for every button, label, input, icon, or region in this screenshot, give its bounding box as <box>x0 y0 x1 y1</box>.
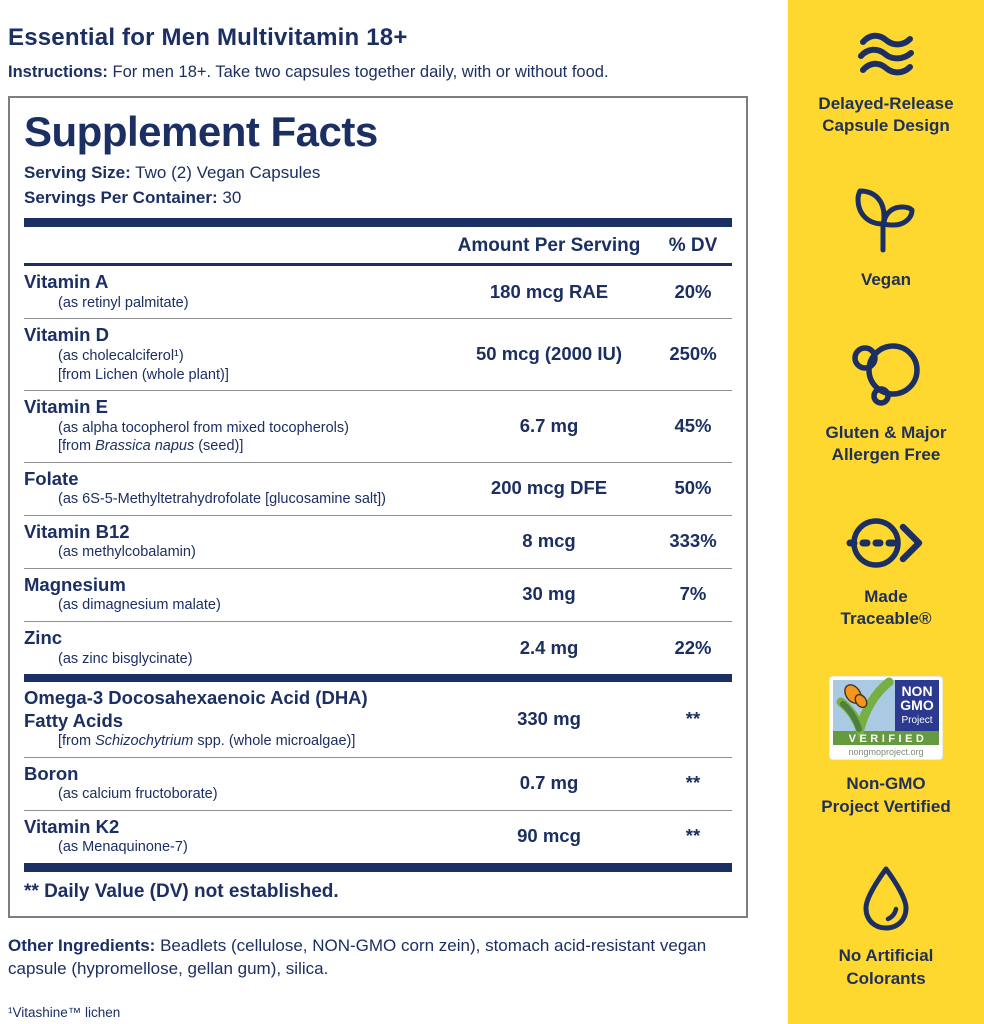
nutrient-source: (as 6S-5-Methyltetrahydrofolate [glucosa… <box>58 491 387 508</box>
table-row: Vitamin E (as alpha tocopherol from mixed… <box>24 390 732 462</box>
table-row: Vitamin D (as cholecalciferol¹) [from Lich… <box>24 318 732 390</box>
column-header-dv: % DV <box>668 235 718 257</box>
page-title: Essential for Men Multivitamin 18+ <box>8 24 408 51</box>
nutrient-dv: 20% <box>674 280 712 302</box>
nutrient-source: (as retinyl palmitate) <box>58 294 189 311</box>
nutrient-name: Vitamin K2 <box>24 815 120 837</box>
table-row: Folate (as 6S-5-Methyltetrahydrofolate [g… <box>24 461 732 515</box>
nutrient-dv: 22% <box>674 636 712 658</box>
nutrient-amount: 50 mcg (2000 IU) <box>475 343 622 365</box>
table-row: Vitamin B12 (as methylcobalamin) 8 mcg 333% <box>24 514 732 568</box>
label-main: Essential for Men Multivitamin 18+ Instr… <box>8 24 748 1020</box>
traceable-icon <box>843 513 929 573</box>
feature-vegan: Vegan <box>850 184 922 291</box>
badge-project: Project <box>901 715 932 726</box>
nutrient-name: Zinc <box>24 627 63 649</box>
supplement-facts-panel: Supplement Facts Serving Size: Two (2) V… <box>8 96 748 919</box>
badge-gmo: GMO <box>900 697 934 713</box>
nutrient-amount: 8 mcg <box>522 530 576 552</box>
nutrient-amount: 180 mcg RAE <box>489 280 609 302</box>
nutrient-amount: 90 mcg <box>517 825 581 847</box>
feature-label: Delayed-Release Capsule Design <box>818 94 954 136</box>
nutrient-amount: 2.4 mg <box>519 636 579 658</box>
instructions-text: For men 18+. Take two capsules together … <box>107 63 609 81</box>
table-row: Magnesium (as dimagnesium malate) 30 mg 7% <box>24 567 732 621</box>
other-ingredients-label: Other Ingredients: <box>8 936 156 956</box>
feature-label: Gluten & Major Allergen Free <box>825 422 947 465</box>
nutrient-name: Boron <box>24 762 79 784</box>
nutrient-dv: 250% <box>669 343 717 365</box>
nutrient-name: Vitamin D <box>24 324 109 346</box>
nutrient-source: (as cholecalciferol¹) <box>58 347 184 364</box>
feature-label: Made Traceable® <box>840 586 932 629</box>
nutrient-source: (as dimagnesium malate) <box>58 597 221 614</box>
nutrient-source: (as alpha tocopherol from mixed tocopher… <box>58 419 349 436</box>
waves-icon <box>853 30 919 80</box>
nutrient-name: Vitamin E <box>24 396 108 418</box>
divider-thick-mid <box>24 674 732 683</box>
feature-label: Non-GMO Project Vertified <box>821 774 951 816</box>
table-row: Boron (as calcium fructoborate) 0.7 mg ** <box>24 756 732 810</box>
allergen-free-icon <box>848 337 924 409</box>
nutrient-source: (as methylcobalamin) <box>58 544 196 561</box>
features-sidebar: Delayed-Release Capsule Design Vegan Glu… <box>788 0 984 1024</box>
instructions-label: Instructions: <box>8 63 108 81</box>
serving-size: Serving Size: Two (2) Vegan Capsules <box>24 163 321 183</box>
nutrient-name: Magnesium <box>24 573 126 595</box>
column-header-amount: Amount Per Serving <box>457 235 641 257</box>
nutrient-amount: 330 mg <box>517 707 581 729</box>
table-row: Zinc (as zinc bisglycinate) 2.4 mg 22% <box>24 621 732 674</box>
feature-no-colorants: No Artificial Colorants <box>838 864 934 990</box>
nutrient-dv: ** <box>685 772 701 794</box>
table-header: Amount Per Serving % DV <box>24 227 732 263</box>
nutrient-source: (as Menaquinone-7) <box>58 839 188 856</box>
nutrient-dv: ** <box>685 825 701 847</box>
seedling-icon <box>850 184 922 256</box>
vitashine-footnote: ¹Vitashine™ lichen <box>8 1004 121 1020</box>
instructions: Instructions: For men 18+. Take two caps… <box>8 63 748 82</box>
table-row: Omega-3 Docosahexaenoic Acid (DHA) Fatty… <box>24 682 732 757</box>
dv-note: ** Daily Value (DV) not established. <box>24 881 339 903</box>
table-row: Vitamin A (as retinyl palmitate) 180 mcg R… <box>24 266 732 318</box>
nutrient-amount: 30 mg <box>522 583 576 605</box>
nutrient-amount: 200 mcg DFE <box>490 477 608 499</box>
nutrient-amount: 0.7 mg <box>519 772 579 794</box>
nutrient-name: Vitamin B12 <box>24 520 130 542</box>
badge-url: nongmoproject.org <box>848 747 923 757</box>
nutrient-source: (as zinc bisglycinate) <box>58 650 193 667</box>
nutrient-dv: 50% <box>674 477 712 499</box>
nutrient-source: [from Schizochytrium spp. (whole microal… <box>58 733 356 750</box>
feature-delayed-release: Delayed-Release Capsule Design <box>818 30 954 138</box>
droplet-icon <box>856 864 916 932</box>
nutrient-name: Folate <box>24 467 79 489</box>
nutrient-name: Omega-3 Docosahexaenoic Acid (DHA) Fatty… <box>24 687 368 731</box>
nutrient-dv: 45% <box>674 414 712 436</box>
other-ingredients: Other Ingredients: Beadlets (cellulose, … <box>8 934 748 981</box>
divider-header <box>24 263 732 267</box>
non-gmo-badge: NON GMO Project VERIFIED nongmoproject.o… <box>829 676 943 761</box>
feature-traceable: Made Traceable® <box>840 513 932 631</box>
badge-verified: VERIFIED <box>849 733 928 745</box>
nutrient-amount: 6.7 mg <box>519 414 579 436</box>
badge-non: NON <box>901 683 932 699</box>
nutrient-source: [from Lichen (whole plant)] <box>58 366 229 383</box>
divider-thick-bottom <box>24 863 732 873</box>
nutrient-source: (as calcium fructoborate) <box>58 786 218 803</box>
facts-rows: Vitamin A (as retinyl palmitate) 180 mcg R… <box>24 266 732 863</box>
nutrient-name: Vitamin A <box>24 271 109 293</box>
feature-non-gmo: NON GMO Project VERIFIED nongmoproject.o… <box>821 676 951 818</box>
facts-title: Supplement Facts <box>24 108 378 155</box>
nutrient-dv: 333% <box>669 530 717 552</box>
nutrient-dv: 7% <box>679 583 707 605</box>
feature-label: Vegan <box>860 269 912 289</box>
nutrient-dv: ** <box>685 707 701 729</box>
table-row: Vitamin K2 (as Menaquinone-7) 90 mcg ** <box>24 809 732 863</box>
feature-label: No Artificial Colorants <box>838 946 934 988</box>
nutrient-source: [from Brassica napus (seed)] <box>58 438 244 455</box>
servings-per-container: Servings Per Container: 30 <box>24 188 242 208</box>
divider-thick-top <box>24 218 732 228</box>
feature-allergen-free: Gluten & Major Allergen Free <box>825 337 947 467</box>
other-ingredients-text: Beadlets (cellulose, NON-GMO corn zein),… <box>8 936 707 979</box>
